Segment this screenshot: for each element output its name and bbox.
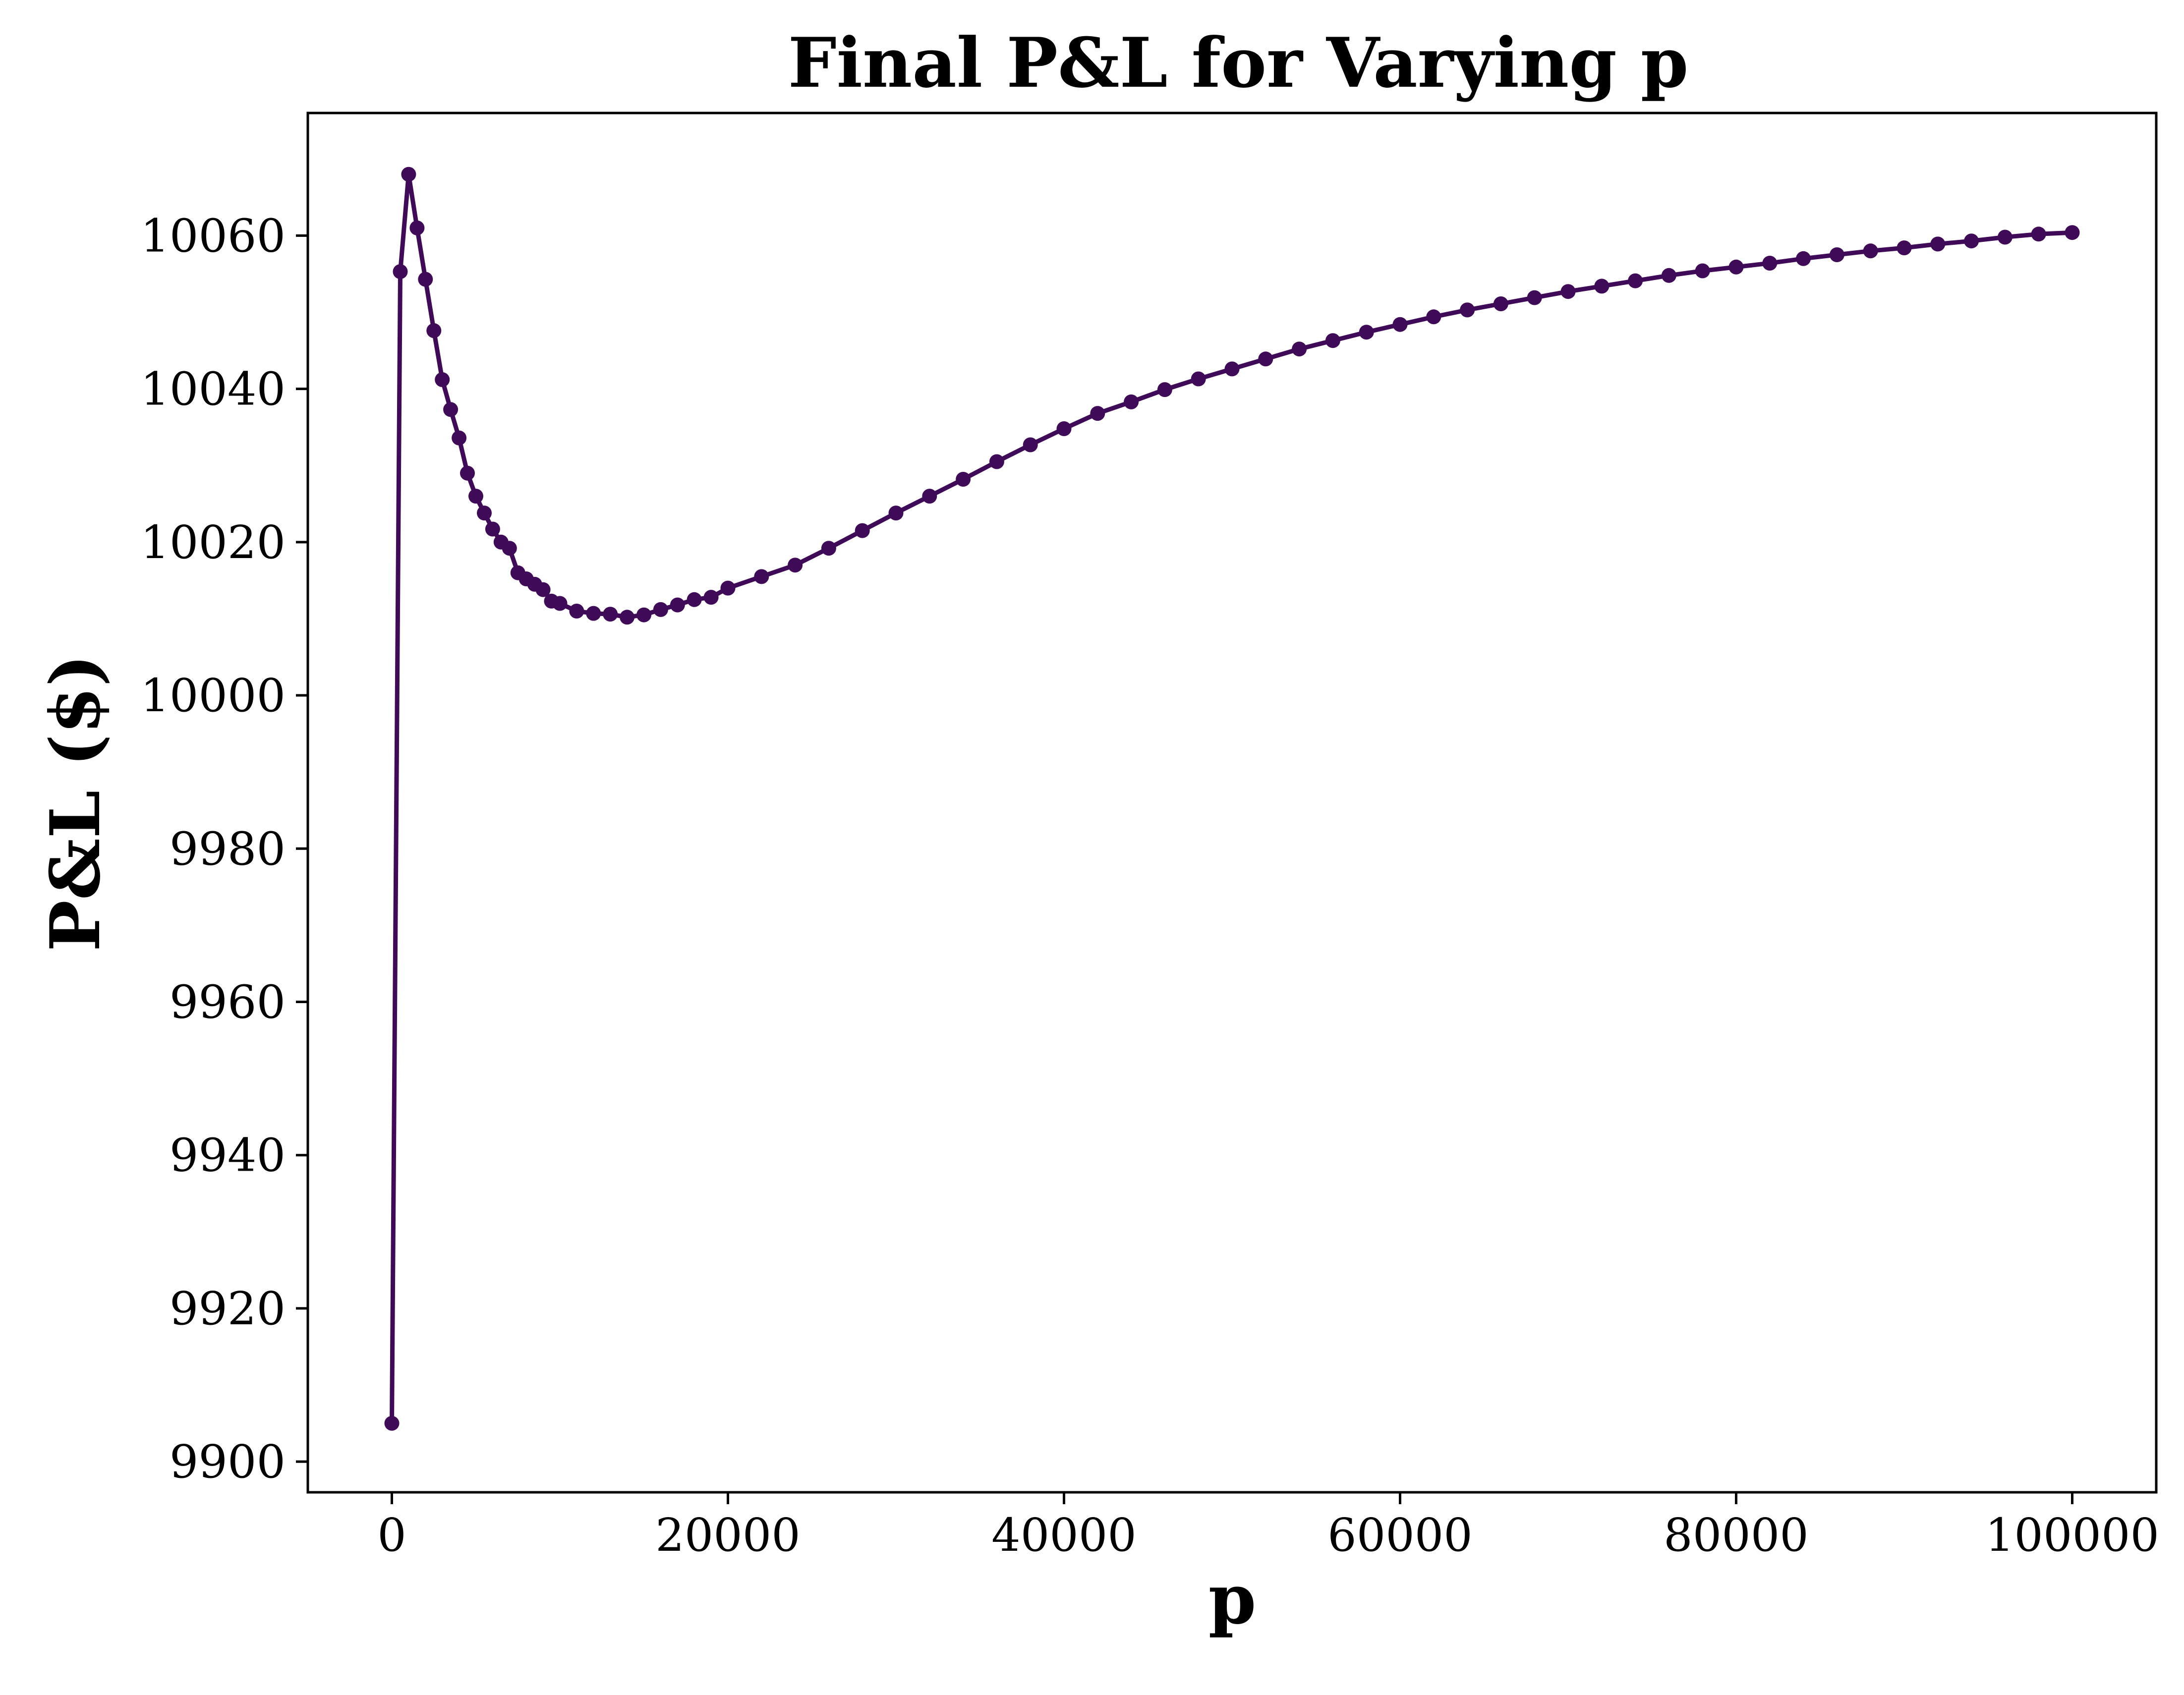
data-point — [1191, 371, 1206, 387]
data-point — [1695, 263, 1710, 279]
y-tick-label: 9960 — [170, 975, 286, 1028]
x-tick-label: 100000 — [1985, 1509, 2159, 1562]
data-point — [485, 521, 500, 537]
data-point — [1964, 233, 1979, 249]
data-point — [1460, 302, 1475, 318]
data-point — [1090, 406, 1105, 421]
data-point — [477, 506, 492, 521]
data-point — [956, 472, 971, 487]
x-tick-label: 0 — [377, 1509, 406, 1562]
x-tick-label: 60000 — [1327, 1509, 1473, 1562]
data-point — [443, 402, 459, 417]
data-point — [1392, 317, 1408, 332]
data-point — [1997, 229, 2012, 245]
data-point — [1728, 259, 1744, 275]
x-tick-label: 80000 — [1664, 1509, 1809, 1562]
data-point — [603, 607, 618, 622]
data-point — [687, 592, 702, 607]
data-point — [788, 558, 803, 573]
data-point — [502, 541, 517, 556]
data-point — [922, 489, 937, 504]
data-point — [1560, 284, 1576, 299]
y-tick-label: 9900 — [170, 1435, 286, 1488]
data-point — [1796, 251, 1811, 266]
data-point — [754, 569, 769, 584]
data-point — [586, 606, 601, 621]
y-tick-label: 10020 — [140, 516, 286, 569]
data-point — [2065, 225, 2080, 240]
data-point — [460, 465, 475, 481]
data-point — [426, 323, 442, 339]
data-point — [1493, 296, 1508, 311]
data-point — [855, 523, 870, 538]
data-point — [888, 506, 904, 521]
y-tick-label: 9920 — [170, 1282, 286, 1335]
x-tick-label: 40000 — [991, 1509, 1137, 1562]
plot-area-frame — [306, 112, 2158, 1494]
data-point — [1661, 268, 1676, 283]
series-points — [384, 167, 2080, 1431]
data-point — [1056, 421, 1072, 436]
x-tick-label: 20000 — [655, 1509, 801, 1562]
data-point — [1224, 361, 1240, 377]
data-point — [1359, 325, 1374, 340]
data-point — [468, 489, 483, 504]
data-point — [1023, 437, 1038, 452]
data-point — [1829, 247, 1844, 262]
data-point — [636, 607, 651, 622]
data-point — [703, 590, 719, 605]
data-point — [1930, 236, 1946, 252]
y-tick-label: 10060 — [140, 209, 286, 262]
chart-title: Final P&L for Varying p — [788, 22, 1689, 103]
data-point — [409, 220, 425, 235]
data-point — [384, 1415, 400, 1431]
data-point — [452, 430, 467, 446]
data-point — [653, 602, 668, 617]
data-point — [535, 582, 551, 597]
data-point — [1762, 256, 1778, 271]
x-axis-title: p — [1208, 1559, 1257, 1639]
data-point — [418, 272, 433, 287]
data-point — [1325, 333, 1340, 348]
y-axis-title: P&L ($) — [35, 654, 115, 952]
data-point — [989, 454, 1004, 469]
data-point — [1292, 341, 1307, 357]
data-point — [1594, 279, 1609, 294]
x-axis-ticks: 0 20000 40000 60000 80000 100000 — [377, 1492, 2159, 1562]
data-point — [1124, 394, 1139, 409]
data-point — [720, 580, 736, 596]
data-point — [1527, 290, 1542, 305]
y-tick-label: 9980 — [170, 822, 286, 875]
data-point — [569, 604, 584, 619]
data-point — [1628, 273, 1643, 288]
data-point — [1426, 309, 1441, 325]
data-point — [1863, 243, 1878, 259]
data-point — [620, 610, 635, 625]
data-point — [1258, 351, 1273, 367]
data-point — [393, 264, 408, 279]
y-tick-label: 9940 — [170, 1129, 286, 1182]
data-point — [670, 597, 685, 613]
data-point — [401, 167, 416, 182]
data-point — [821, 541, 836, 556]
data-point — [435, 372, 450, 387]
data-point — [1897, 240, 1912, 256]
data-point — [2031, 226, 2046, 242]
y-tick-label: 10000 — [140, 669, 286, 722]
data-point — [1157, 382, 1172, 397]
data-point — [552, 596, 568, 611]
y-tick-label: 10040 — [140, 363, 286, 416]
y-axis-ticks: 9900 9920 9940 9960 9980 10000 10020 10040 10060 — [140, 209, 308, 1488]
